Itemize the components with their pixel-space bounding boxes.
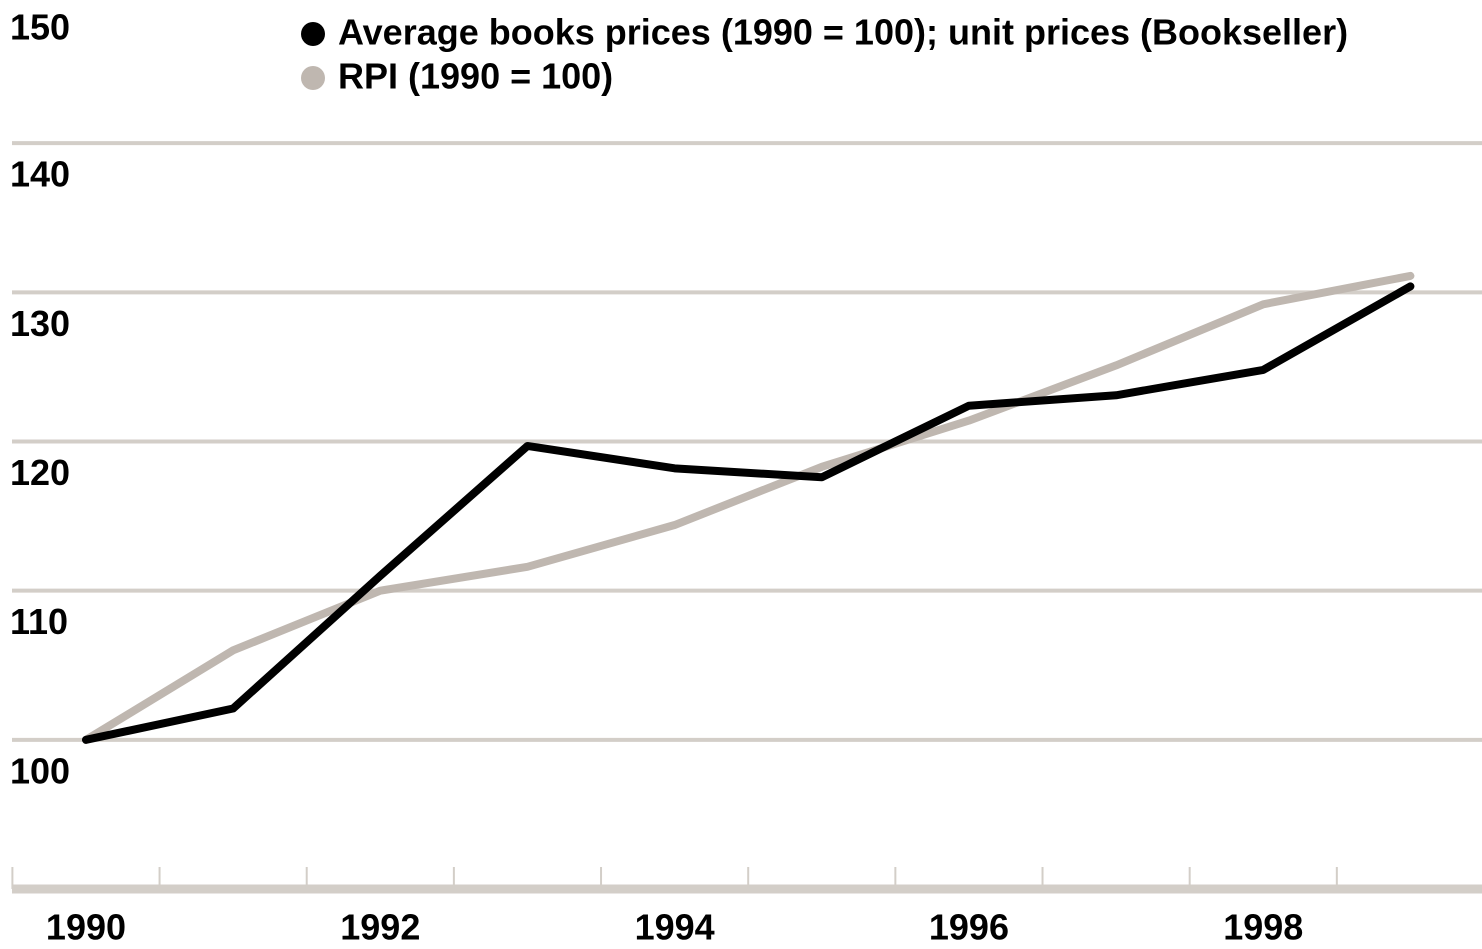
series-line [81,282,1415,744]
x-tick-label: 1998 [1223,907,1303,948]
legend-marker [301,22,325,46]
legend-label: Average books prices (1990 = 100); unit … [338,12,1348,53]
x-tick-label: 1992 [340,907,420,948]
y-tick-label: 150 [10,7,70,48]
y-tick-label: 140 [10,154,70,195]
x-tick-label: 1996 [929,907,1009,948]
series-line [81,271,1415,744]
y-tick-label: 130 [10,303,70,344]
y-tick-label: 110 [10,601,68,642]
y-tick-label: 120 [10,452,70,493]
legend-marker [301,66,325,90]
y-tick-label: 100 [10,750,70,791]
x-tick-label: 1994 [635,907,715,948]
legend-label: RPI (1990 = 100) [338,56,613,97]
x-tick-label: 1990 [46,907,126,948]
